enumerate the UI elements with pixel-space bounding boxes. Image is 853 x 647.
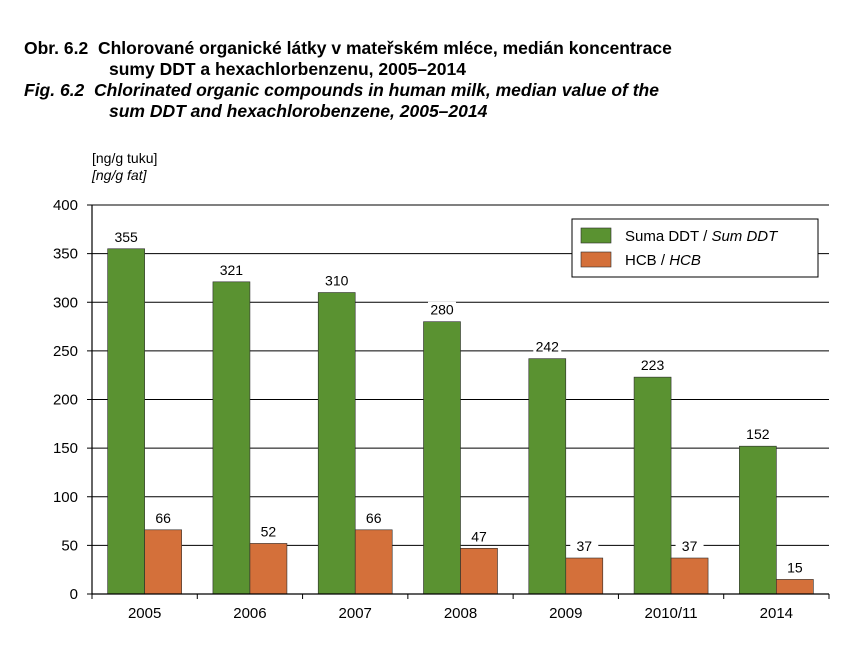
data-label-hcb: 37 <box>682 538 698 554</box>
labels: 355 66 321 52 310 66 280 47 242 37 223 37 152 15 <box>112 228 809 575</box>
legend-label-sum-ddt: Suma DDT / Sum DDT <box>625 228 779 245</box>
title-cz-line1: Obr. 6.2 Chlorované organické látky v ma… <box>24 38 844 59</box>
data-label-bg <box>322 272 351 288</box>
y-tick-label: 200 <box>53 392 78 409</box>
data-label-bg <box>743 426 772 442</box>
x-tick-label: 2008 <box>444 605 477 622</box>
bar-sum-ddt <box>739 445 777 595</box>
data-label-bg <box>780 559 809 575</box>
bar-hcb <box>565 557 604 595</box>
bar-sum-ddt <box>317 292 356 595</box>
y-tick-label: 50 <box>61 537 78 554</box>
y-unit-label-en: [ng/g fat] <box>92 167 147 183</box>
y-tick-label: 100 <box>53 489 78 506</box>
x-tick-label: 2014 <box>760 605 793 622</box>
title-en-line1: Fig. 6.2 Chlorinated organic compounds i… <box>24 80 844 101</box>
bar-hcb <box>460 547 498 595</box>
axes: 0 50 100 150 200 250 300 350 400 2005 2006 2007 2008… <box>53 197 830 622</box>
title-en-line2: sum DDT and hexachlorobenzene, 2005–2014 <box>109 101 488 121</box>
data-label-hcb: 66 <box>155 510 171 526</box>
data-label-bg <box>675 538 704 554</box>
y-tick-label: 300 <box>53 294 78 311</box>
y-tick-label: 250 <box>53 343 78 360</box>
x-tick-label: 2006 <box>233 605 266 622</box>
y-tick-label: 150 <box>53 440 78 457</box>
bar-sum-ddt <box>212 281 251 595</box>
y-tick-label: 400 <box>53 197 78 214</box>
data-label-sum-ddt: 310 <box>325 273 349 289</box>
legend-name-en: Sum DDT <box>711 228 779 245</box>
data-label-sum-ddt: 242 <box>536 339 560 355</box>
data-label-bg <box>149 509 178 525</box>
data-label-bg <box>359 509 388 525</box>
data-label-bg <box>570 538 599 554</box>
x-tick-label: 2005 <box>128 605 161 622</box>
bars <box>107 248 814 595</box>
data-label-bg <box>638 357 667 373</box>
title-cz-line2: sumy DDT a hexachlorbenzenu, 2005–2014 <box>109 59 466 79</box>
legend-swatch-sum-ddt <box>580 227 612 244</box>
legend-label-hcb: HCB / HCB <box>625 252 701 269</box>
legend-box <box>571 218 819 278</box>
data-label-bg <box>428 301 456 317</box>
data-label-sum-ddt: 152 <box>746 426 770 442</box>
legend-name-cz: HCB <box>625 252 657 269</box>
data-label-bg <box>465 528 493 544</box>
y-unit-label-cz: [ng/g tuku] <box>92 150 158 166</box>
y-tick-label: 0 <box>70 586 78 603</box>
bar-hcb <box>354 529 393 595</box>
data-label-bg <box>533 338 562 354</box>
bar-hcb <box>249 543 288 595</box>
title-cz-text: Chlorované organické látky v mateřském m… <box>97 38 672 58</box>
bar-sum-ddt <box>633 376 672 595</box>
data-label-sum-ddt: 223 <box>641 357 665 373</box>
data-label-sum-ddt: 321 <box>220 262 244 278</box>
data-label-hcb: 47 <box>471 528 487 544</box>
legend-name-cz: Suma DDT <box>625 228 699 245</box>
figure-title: Obr. 6.2 Chlorované organické látky v ma… <box>24 38 844 122</box>
bar-hcb <box>670 557 709 595</box>
data-label-hcb: 15 <box>787 559 803 575</box>
data-label-bg <box>217 261 246 277</box>
bar-sum-ddt <box>107 248 145 595</box>
x-tick-label: 2009 <box>549 605 582 622</box>
title-en-text: Chlorinated organic compounds in human m… <box>94 80 659 100</box>
y-tick-label: 350 <box>53 246 78 263</box>
bar-hcb <box>776 579 814 595</box>
data-label-hcb: 37 <box>576 538 592 554</box>
title-en-label: Fig. 6.2 <box>24 80 85 100</box>
x-tick-label: 2007 <box>339 605 372 622</box>
data-label-bg <box>112 228 141 244</box>
legend: Suma DDT / Sum DDT HCB / HCB <box>571 218 819 278</box>
x-tick-label: 2010/11 <box>645 605 698 622</box>
data-label-bg <box>254 523 283 539</box>
legend-name-en: HCB <box>669 252 701 269</box>
bar-sum-ddt <box>528 358 567 595</box>
data-label-hcb: 52 <box>261 523 277 539</box>
data-label-hcb: 66 <box>366 510 382 526</box>
bar-sum-ddt <box>423 321 461 595</box>
data-label-sum-ddt: 355 <box>114 229 138 245</box>
title-cz-label: Obr. 6.2 <box>24 38 89 58</box>
data-label-sum-ddt: 280 <box>430 302 454 318</box>
legend-swatch-hcb <box>580 251 612 268</box>
bar-hcb <box>144 529 182 595</box>
